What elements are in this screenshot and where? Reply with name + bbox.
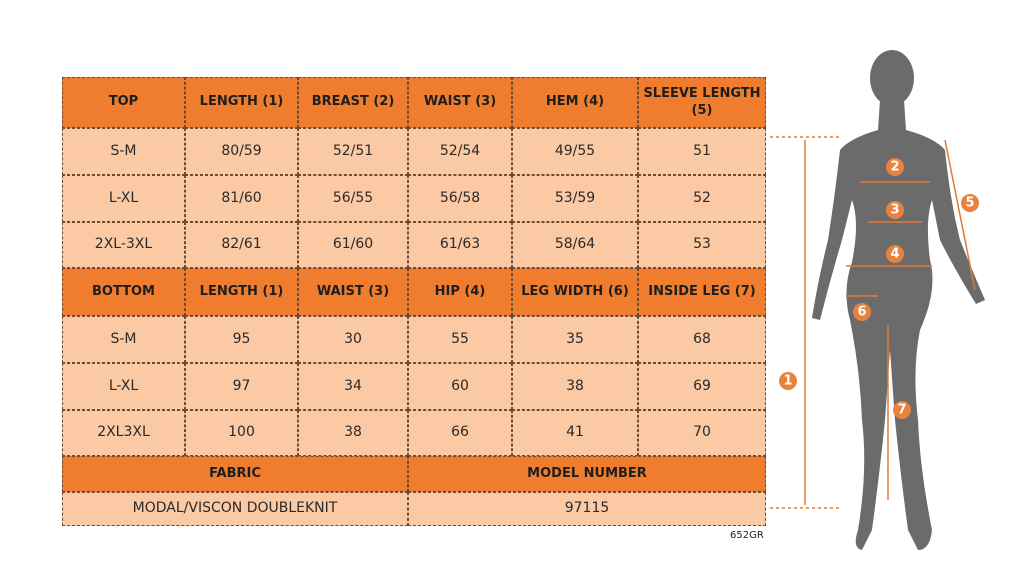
value-cell: 52/51 <box>298 128 408 175</box>
size-cell: S-M <box>62 316 185 363</box>
marker-label: 4 <box>890 247 899 262</box>
value-cell: 38 <box>298 410 408 456</box>
marker-circle <box>886 201 904 219</box>
header-cell: WAIST (3) <box>298 268 408 316</box>
header-cell: LENGTH (1) <box>185 268 298 316</box>
value-cell: 95 <box>185 316 298 363</box>
header-cell: BOTTOM <box>62 268 185 316</box>
value-cell: 56/55 <box>298 175 408 222</box>
value-cell: 52 <box>638 175 766 222</box>
marker-label: 3 <box>890 203 899 218</box>
value-cell: 52/54 <box>408 128 512 175</box>
marker-label: 7 <box>897 403 906 418</box>
value-cell: 82/61 <box>185 222 298 268</box>
silhouette <box>812 50 985 550</box>
value-cell: 51 <box>638 128 766 175</box>
value-cell: 66 <box>408 410 512 456</box>
value-cell: 30 <box>298 316 408 363</box>
marker-label: 1 <box>783 374 792 389</box>
value-cell: 38 <box>512 363 638 410</box>
size-cell: L-XL <box>62 175 185 222</box>
size-cell: L-XL <box>62 363 185 410</box>
value-cell: 55 <box>408 316 512 363</box>
footer-header: MODEL NUMBER <box>408 456 766 492</box>
marker-label: 2 <box>890 160 899 175</box>
marker-circle <box>961 194 979 212</box>
size-cell: 2XL-3XL <box>62 222 185 268</box>
value-cell: 61/60 <box>298 222 408 268</box>
footer-value: 97115 <box>408 492 766 526</box>
marker-circle <box>886 158 904 176</box>
value-cell: 34 <box>298 363 408 410</box>
header-cell: INSIDE LEG (7) <box>638 268 766 316</box>
marker-circle <box>853 303 871 321</box>
marker-circle <box>886 245 904 263</box>
marker-group: 1 2 3 4 5 6 7 <box>779 158 979 419</box>
footer-value: MODAL/VISCON DOUBLEKNIT <box>62 492 408 526</box>
value-cell: 69 <box>638 363 766 410</box>
size-cell: 2XL3XL <box>62 410 185 456</box>
value-cell: 61/63 <box>408 222 512 268</box>
value-cell: 58/64 <box>512 222 638 268</box>
header-cell: LENGTH (1) <box>185 77 298 128</box>
size-cell: S-M <box>62 128 185 175</box>
marker-circle <box>893 401 911 419</box>
header-cell: TOP <box>62 77 185 128</box>
header-cell: SLEEVE LENGTH (5) <box>638 77 766 128</box>
value-cell: 56/58 <box>408 175 512 222</box>
marker-label: 5 <box>965 196 974 211</box>
header-cell: BREAST (2) <box>298 77 408 128</box>
value-cell: 49/55 <box>512 128 638 175</box>
header-cell: HIP (4) <box>408 268 512 316</box>
value-cell: 81/60 <box>185 175 298 222</box>
header-cell: HEM (4) <box>512 77 638 128</box>
value-cell: 97 <box>185 363 298 410</box>
value-cell: 100 <box>185 410 298 456</box>
marker-circle <box>779 372 797 390</box>
value-cell: 53/59 <box>512 175 638 222</box>
value-cell: 80/59 <box>185 128 298 175</box>
marker-label: 6 <box>857 305 866 320</box>
value-cell: 41 <box>512 410 638 456</box>
value-cell: 68 <box>638 316 766 363</box>
footer-header: FABRIC <box>62 456 408 492</box>
value-cell: 60 <box>408 363 512 410</box>
header-cell: WAIST (3) <box>408 77 512 128</box>
header-cell: LEG WIDTH (6) <box>512 268 638 316</box>
value-cell: 35 <box>512 316 638 363</box>
value-cell: 70 <box>638 410 766 456</box>
measure-lines <box>770 136 976 509</box>
value-cell: 53 <box>638 222 766 268</box>
product-code: 652GR <box>730 530 764 541</box>
